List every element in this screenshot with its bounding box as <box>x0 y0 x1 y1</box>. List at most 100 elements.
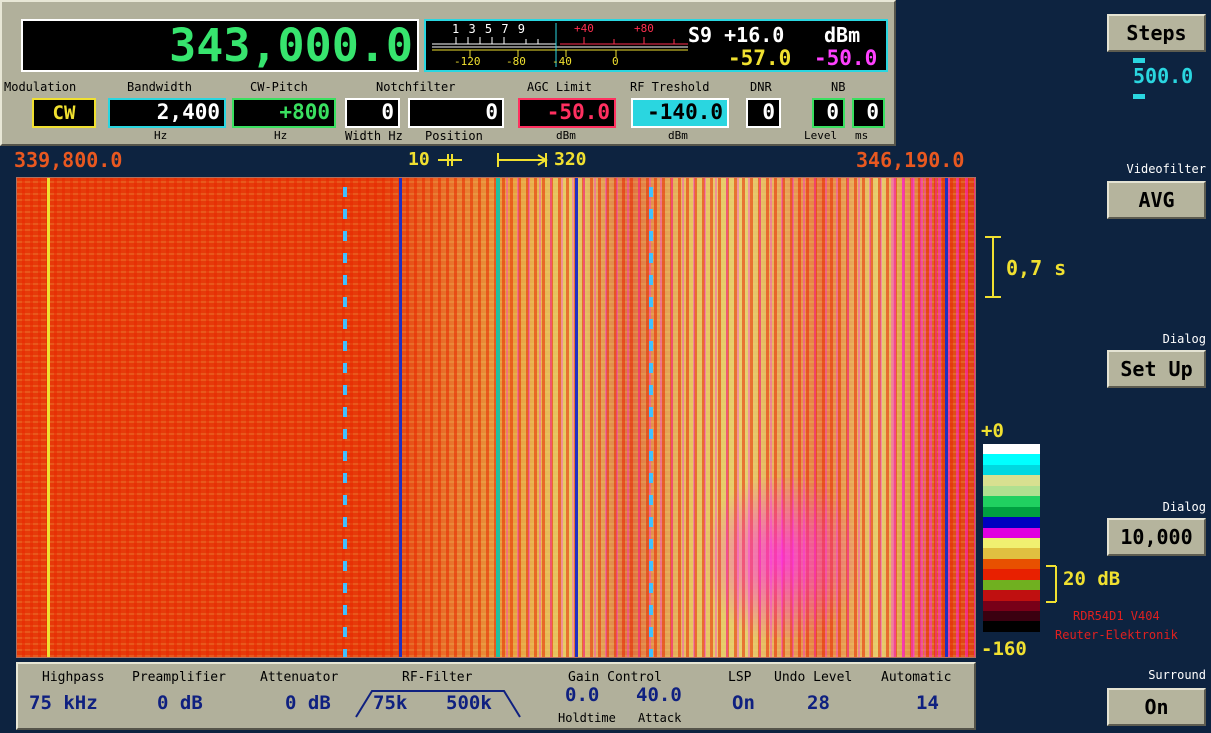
span-large-marker <box>497 153 548 167</box>
waterfall-display[interactable] <box>16 177 976 658</box>
videofilter-label: Videofilter <box>1126 162 1206 176</box>
attack-label: Attack <box>638 711 682 725</box>
attack-value[interactable]: 40.0 <box>636 684 682 706</box>
level-color-swatch <box>983 527 1040 538</box>
cw-signal-trace <box>343 178 347 657</box>
cwpitch-field[interactable]: +800 <box>232 98 336 128</box>
span-small: 10 <box>408 149 430 170</box>
rf-unit: dBm <box>668 129 688 142</box>
steps-indicator <box>1133 58 1145 63</box>
undo-level-label: Undo Level <box>774 670 853 685</box>
level-color-swatch <box>983 444 1040 455</box>
surround-button[interactable]: On <box>1107 688 1206 726</box>
modulation-field[interactable]: CW <box>32 98 96 128</box>
carrier-line <box>47 178 50 657</box>
level-color-swatch <box>983 611 1040 622</box>
holdtime-value[interactable]: 0.0 <box>565 684 600 706</box>
attenuator-value[interactable]: 0 dB <box>285 692 331 714</box>
frequency-display[interactable] <box>21 19 419 72</box>
nb-level-label: Level <box>804 129 838 142</box>
meter-red-tick: +40 <box>574 22 594 35</box>
level-color-swatch <box>983 506 1040 518</box>
level-color-swatch <box>983 454 1040 465</box>
time-marker <box>985 236 1001 298</box>
cwpitch-label: CW-Pitch <box>250 80 308 94</box>
level-color-swatch <box>983 579 1040 591</box>
level-color-swatch <box>983 569 1040 580</box>
cwpitch-unit: Hz <box>274 129 288 142</box>
bandwidth-unit: Hz <box>154 129 168 142</box>
level-color-swatch <box>983 517 1040 528</box>
lsp-label: LSP <box>728 670 752 685</box>
holdtime-label: Holdtime <box>558 711 616 725</box>
rffilter-high[interactable]: 500k <box>446 692 492 714</box>
time-marker-label: 0,7 s <box>1006 256 1067 280</box>
automatic-label: Automatic <box>881 670 952 685</box>
rf-threshold-label: RF Treshold <box>630 80 710 94</box>
agc-limit-field[interactable]: -50.0 <box>518 98 616 128</box>
meter-bottom-tick: 0 <box>612 55 619 68</box>
level-color-swatch <box>983 475 1040 486</box>
notch-width-field[interactable]: 0 <box>345 98 400 128</box>
level-color-swatch <box>983 537 1040 549</box>
videofilter-button[interactable]: AVG <box>1107 181 1206 219</box>
dialog-label: Dialog <box>1162 500 1206 514</box>
notch-width-label: Width Hz <box>345 129 403 143</box>
level-color-swatch <box>983 548 1040 559</box>
steps-button[interactable]: Steps <box>1107 14 1206 52</box>
preamp-value[interactable]: 0 dB <box>157 692 203 714</box>
modulation-label: Modulation <box>4 80 77 94</box>
nb-level-field[interactable]: 0 <box>812 98 845 128</box>
level-step-marker <box>1046 565 1057 603</box>
carrier-line <box>399 178 402 657</box>
level-color-swatch <box>983 590 1040 601</box>
frequency-readout: 343,000.0 <box>169 19 413 72</box>
dnr-field[interactable]: 0 <box>746 98 781 128</box>
level-color-swatch <box>983 496 1040 507</box>
preamp-label: Preamplifier <box>132 670 226 685</box>
highpass-label: Highpass <box>42 670 105 685</box>
nb-ms-label: ms <box>855 129 869 142</box>
level-color-swatch <box>983 464 1040 476</box>
setup-button[interactable]: Set Up <box>1107 350 1206 388</box>
rffilter-shape <box>355 690 521 718</box>
surround-label: Surround <box>1148 668 1206 682</box>
meter-red-tick: +80 <box>634 22 654 35</box>
signal-level: -57.0 <box>728 46 792 70</box>
bandwidth-field[interactable]: 2,400 <box>108 98 226 128</box>
signal-meter: 1 3 5 7 9 +40 +80 -120 -80 -40 0 S9 +16.… <box>424 19 888 72</box>
notchfilter-label: Notchfilter <box>376 80 456 94</box>
agc-unit: dBm <box>556 129 576 142</box>
level-color-swatch <box>983 485 1040 497</box>
lsp-value[interactable]: On <box>732 692 755 714</box>
carrier-line <box>945 178 948 657</box>
dialog-label: Dialog <box>1162 332 1206 346</box>
rf-threshold-field[interactable]: -140.0 <box>631 98 729 128</box>
level-color-legend <box>983 444 1040 632</box>
span-small-marker <box>438 154 462 166</box>
rffilter-low[interactable]: 75k <box>373 692 408 714</box>
notch-position-field[interactable]: 0 <box>408 98 504 128</box>
meter-bottom-tick: -120 <box>454 55 481 68</box>
level-top: +0 <box>981 420 1004 442</box>
highpass-value[interactable]: 75 kHz <box>29 692 98 714</box>
bandwidth-label: Bandwidth <box>127 80 193 94</box>
level-bottom: -160 <box>981 638 1027 660</box>
level-color-swatch <box>983 558 1040 570</box>
automatic-value[interactable]: 14 <box>916 692 939 714</box>
meter-unit: dBm <box>824 23 861 47</box>
dialog-value-button[interactable]: 10,000 <box>1107 518 1206 556</box>
steps-value[interactable]: 500.0 <box>1133 64 1194 88</box>
tuned-frequency-line <box>496 178 500 657</box>
meter-top-ticks: 1 3 5 7 9 <box>452 22 527 36</box>
undo-level-value[interactable]: 28 <box>807 692 830 714</box>
freq-start: 339,800.0 <box>14 148 123 172</box>
nb-ms-field[interactable]: 0 <box>852 98 885 128</box>
attenuator-label: Attenuator <box>260 670 339 685</box>
notch-position-label: Position <box>425 129 483 143</box>
level-color-swatch <box>983 621 1040 632</box>
meter-bottom-tick: -80 <box>506 55 526 68</box>
carrier-line <box>575 178 578 657</box>
dnr-label: DNR <box>750 80 772 94</box>
level-color-swatch <box>983 600 1040 611</box>
